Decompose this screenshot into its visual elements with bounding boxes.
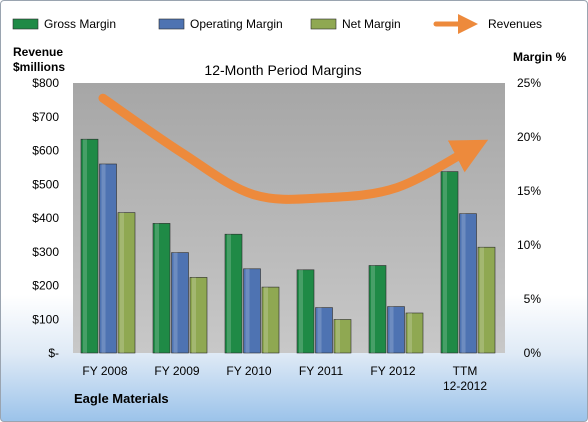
bar-operating-margin-3 <box>315 307 333 354</box>
legend-item-operating-margin: Operating Margin <box>158 17 283 31</box>
revenue-line <box>98 93 489 204</box>
category-label: FY 2012 <box>370 364 415 378</box>
category-label: FY 2010 <box>226 364 271 378</box>
bar-highlight-1-0 <box>101 164 106 353</box>
bar-net-margin-1 <box>189 277 208 354</box>
left-tick-label: $700 <box>32 110 59 124</box>
left-tick-label: $- <box>48 346 59 360</box>
bar-net-margin-3 <box>333 319 352 354</box>
bar-highlight-0-3 <box>299 269 303 353</box>
right-tick-label: 10% <box>517 238 541 252</box>
bar-net-margin-2 <box>261 286 280 354</box>
category-label: TTM <box>453 364 478 378</box>
legend-swatch <box>310 18 337 30</box>
right-tick-label: 25% <box>517 76 541 90</box>
bars-group <box>80 138 496 354</box>
right-tick-label: 0% <box>524 346 542 360</box>
bar-gross-margin-4 <box>368 265 387 354</box>
bar-highlight-0-0 <box>83 139 87 353</box>
legend-item-net-margin: Net Margin <box>310 17 401 31</box>
chart-legend: Gross Margin Operating Margin Net Margin Re… <box>12 14 542 34</box>
revenue-line-group <box>98 93 489 204</box>
bar-highlight-1-5 <box>461 213 466 353</box>
category-label: FY 2008 <box>82 364 127 378</box>
left-tick-label: $300 <box>32 245 59 259</box>
bar-operating-margin-1 <box>171 252 189 354</box>
legend-item-revenues: Revenues <box>433 14 542 34</box>
bar-net-margin-5 <box>477 246 496 354</box>
legend-label: Operating Margin <box>190 17 283 31</box>
bar-gross-margin-2 <box>224 233 243 354</box>
bar-highlight-0-2 <box>227 234 231 353</box>
left-tick-label: $600 <box>32 144 59 158</box>
right-tick-label: 15% <box>517 184 541 198</box>
category-label: FY 2011 <box>299 364 344 378</box>
bar-highlight-0-5 <box>443 171 447 353</box>
bar-operating-margin-4 <box>387 306 405 354</box>
left-tick-label: $500 <box>32 177 59 191</box>
right-axis-ticks: 0% 5% 10% 15% 20% 25% <box>517 76 541 360</box>
legend-label: Revenues <box>488 17 542 31</box>
left-tick-label: $800 <box>32 76 59 90</box>
bar-highlight-2-4 <box>408 313 412 353</box>
bar-net-margin-0 <box>117 212 136 354</box>
left-axis-ticks: $- $100 $200 $300 $400 $500 $600 $700 $800 <box>32 76 59 360</box>
bar-highlight-2-3 <box>336 319 340 353</box>
left-tick-label: $100 <box>32 312 59 326</box>
right-axis-title: Margin % <box>513 50 567 64</box>
left-tick-label: $200 <box>32 279 59 293</box>
bar-highlight-1-1 <box>173 252 178 353</box>
company-name: Eagle Materials <box>74 391 169 406</box>
bar-highlight-0-1 <box>155 223 159 353</box>
category-label: 12-2012 <box>443 379 487 393</box>
bar-gross-margin-1 <box>152 223 171 354</box>
bar-highlight-2-1 <box>192 277 196 353</box>
bar-highlight-0-4 <box>371 265 375 353</box>
legend-item-gross-margin: Gross Margin <box>12 17 116 31</box>
bar-operating-margin-0 <box>99 163 117 354</box>
left-axis-title-line1: Revenue <box>13 45 63 59</box>
bar-operating-margin-2 <box>243 268 261 354</box>
bar-highlight-1-4 <box>389 306 394 353</box>
bar-net-margin-4 <box>405 312 424 354</box>
legend-label: Net Margin <box>342 17 401 31</box>
legend-swatch <box>158 18 185 30</box>
bar-gross-margin-0 <box>80 138 99 354</box>
bar-highlight-2-2 <box>264 287 268 353</box>
bar-highlight-2-5 <box>480 247 484 353</box>
bar-gross-margin-3 <box>296 269 315 354</box>
left-tick-label: $400 <box>32 211 59 225</box>
bar-highlight-1-2 <box>245 268 250 353</box>
right-tick-label: 5% <box>524 292 542 306</box>
legend-swatch <box>12 18 39 30</box>
bar-highlight-1-3 <box>317 307 322 353</box>
category-labels: FY 2008 FY 2009 FY 2010 FY 2011 FY 2012 TTM12… <box>82 364 487 393</box>
legend-label: Gross Margin <box>44 17 116 31</box>
left-axis-title-line2: $millions <box>13 60 65 74</box>
right-tick-label: 20% <box>517 130 541 144</box>
bar-operating-margin-5 <box>459 213 477 354</box>
category-label: FY 2009 <box>154 364 199 378</box>
chart-title: 12-Month Period Margins <box>204 62 361 78</box>
bar-highlight-2-0 <box>120 212 124 353</box>
